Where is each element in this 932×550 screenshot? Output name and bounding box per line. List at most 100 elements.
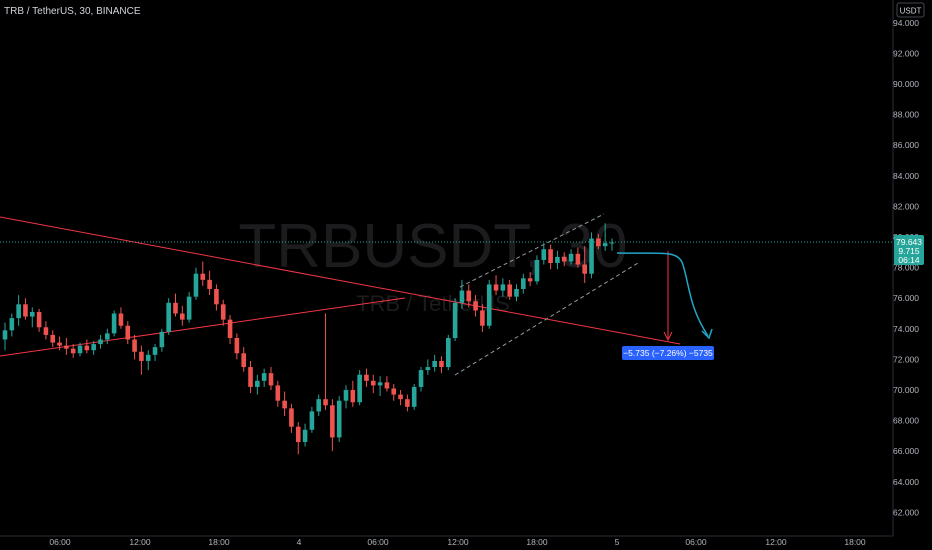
candle [370, 374, 376, 394]
candle-body [534, 259, 540, 282]
candle-body [343, 390, 349, 401]
candle-body [486, 284, 492, 326]
candle-body [227, 319, 233, 338]
projection-path [616, 252, 709, 337]
symbol-watermark: TRBUSDT, 30 TRB / TetherUS [238, 212, 627, 316]
candle-body [323, 399, 328, 406]
candle [602, 223, 608, 251]
candle-body [145, 354, 151, 361]
candle [180, 305, 185, 326]
candle [432, 354, 437, 372]
candle [2, 322, 8, 351]
candle-body [466, 290, 472, 302]
candle [173, 293, 178, 317]
candle-body [91, 344, 96, 351]
ascending-trendline [0, 297, 406, 357]
candle [295, 422, 301, 455]
candle-body [446, 337, 451, 368]
candle-body [432, 360, 437, 368]
time-tick-5: 12:00 [447, 537, 469, 547]
candle-body [105, 333, 110, 340]
price-tick-9: 76.000 [893, 293, 919, 303]
candle [527, 272, 533, 286]
candle-body [541, 249, 547, 260]
time-tick-6: 18:00 [526, 537, 548, 547]
candle [459, 279, 465, 309]
currency-button[interactable]: USDT [896, 2, 925, 18]
candle [23, 298, 28, 320]
candle-body [132, 339, 137, 352]
time-tick-8: 06:00 [685, 537, 707, 547]
candle-body [186, 296, 192, 320]
candle [145, 350, 151, 371]
candle [439, 356, 444, 374]
candle-body [2, 330, 8, 340]
candle-body [302, 429, 308, 443]
candle [282, 391, 287, 417]
candle [323, 313, 328, 410]
candle [596, 233, 601, 250]
candle [507, 279, 512, 300]
candle-body [411, 386, 417, 407]
candle-body [166, 302, 171, 332]
candle-body [493, 284, 499, 291]
candle [521, 273, 526, 294]
candle [241, 347, 246, 372]
candle [398, 390, 403, 406]
candle [105, 328, 110, 345]
candle [132, 334, 137, 360]
candle-body [561, 256, 567, 262]
candle [514, 284, 519, 302]
candle-body [596, 238, 601, 247]
bar-countdown: 06:14 [898, 255, 920, 265]
candle [548, 244, 553, 270]
watermark-symbol: TRBUSDT, 30 [238, 212, 627, 281]
candle-body [180, 313, 185, 320]
candle-body [589, 238, 594, 274]
last-price-change: 9.715 [898, 246, 920, 256]
candle-body [173, 302, 178, 314]
candle [84, 339, 90, 354]
price-tick-14: 66.000 [893, 446, 919, 456]
candle-body [29, 311, 35, 317]
candle-body [152, 347, 158, 355]
candle-body [521, 278, 526, 290]
annotations: −5.735 (−7.26%) −5735 [616, 251, 714, 360]
candle-body [418, 370, 424, 387]
candle [255, 374, 260, 395]
price-tick-10: 74.000 [893, 324, 919, 334]
candle-body [241, 353, 246, 368]
price-tick-6: 82.000 [893, 201, 919, 211]
price-tick-8: 78.000 [893, 263, 919, 273]
candle [541, 243, 547, 265]
price-tick-12: 70.000 [893, 385, 919, 395]
candle [411, 383, 417, 410]
candle-body [575, 253, 581, 265]
measure-label: −5.735 (−7.26%) −5735 [623, 348, 713, 358]
candle-body [275, 385, 281, 401]
candle-body [98, 339, 103, 345]
candle-body [391, 388, 397, 395]
time-axis[interactable]: 06:00 12:00 18:00 4 06:00 12:00 18:00 5 06:00 12:… [49, 537, 866, 547]
projection-arrow-head [701, 328, 713, 340]
candle [275, 380, 281, 407]
candle-body [405, 399, 410, 407]
candle [200, 261, 206, 286]
price-axis[interactable]: 94.000 92.000 90.000 88.000 86.000 84.000 82.0… [893, 18, 919, 518]
candle [261, 368, 267, 387]
time-tick-7: 5 [615, 537, 620, 547]
candle [568, 249, 574, 265]
candle [425, 359, 431, 375]
candle-body [220, 304, 226, 320]
candle [207, 270, 212, 296]
price-tick-0: 94.000 [893, 18, 919, 28]
channel-upper-line [459, 213, 605, 288]
candle [364, 368, 369, 387]
candle-body [398, 394, 403, 400]
candle-body [425, 367, 431, 371]
time-tick-9: 12:00 [765, 537, 787, 547]
candle-body [282, 400, 287, 409]
candle-body [77, 345, 83, 354]
candle-body [602, 243, 608, 247]
